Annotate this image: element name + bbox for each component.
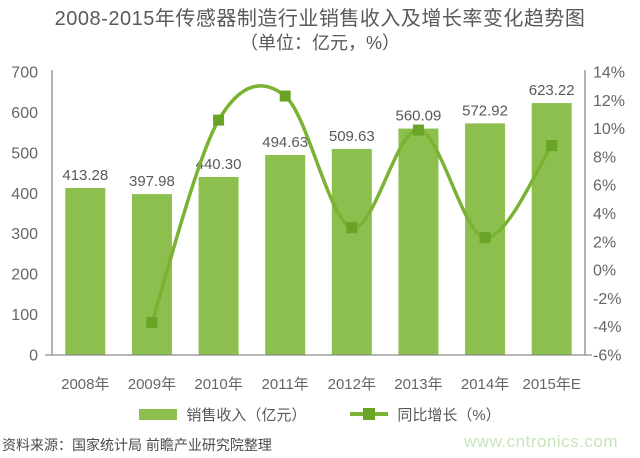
chart-title: 2008-2015年传感器制造行业销售收入及增长率变化趋势图 xyxy=(54,8,586,30)
legend-item-growth: 同比增长（%） xyxy=(350,404,501,425)
x-axis-tick-label: 2012年 xyxy=(328,376,376,393)
left-axis-tick-label: 300 xyxy=(11,226,38,243)
legend-label-growth: 同比增长（%） xyxy=(397,406,501,424)
right-axis-tick-label: 4% xyxy=(593,206,616,223)
x-axis-tick-label: 2011年 xyxy=(262,376,309,393)
x-axis-tick-label: 2009年 xyxy=(128,376,176,393)
x-axis-tick-label: 2015年E xyxy=(523,376,581,393)
right-axis-tick-label: 8% xyxy=(593,149,616,166)
growth-line-marker xyxy=(346,222,358,234)
right-axis-tick-label: 0% xyxy=(593,263,616,280)
right-axis-tick-label: 12% xyxy=(593,93,625,110)
bar-value-label: 413.28 xyxy=(62,167,108,184)
bar-2008年 xyxy=(65,187,106,355)
bar-2011年 xyxy=(265,155,306,355)
bar-2012年 xyxy=(331,148,372,355)
right-axis-tick-label: -6% xyxy=(593,348,621,365)
left-axis-tick-label: 100 xyxy=(11,307,38,324)
chart-legend: 销售收入（亿元） 同比增长（%） xyxy=(0,402,640,426)
x-axis-tick-label: 2013年 xyxy=(394,376,442,393)
bar-2013年 xyxy=(398,128,439,355)
legend-item-sales: 销售收入（亿元） xyxy=(139,404,306,425)
x-axis-tick-label: 2014年 xyxy=(461,376,509,393)
left-axis-tick-label: 0 xyxy=(29,348,38,365)
line-marker-swatch-icon xyxy=(350,408,389,420)
right-axis-tick-label: 14% xyxy=(593,65,625,82)
bar-value-label: 623.22 xyxy=(529,82,575,99)
growth-line-marker xyxy=(279,90,291,102)
legend-label-sales: 销售收入（亿元） xyxy=(186,406,307,424)
x-axis-tick-label: 2008年 xyxy=(61,376,109,393)
left-axis-tick-label: 700 xyxy=(11,65,38,82)
left-axis-tick-label: 600 xyxy=(11,105,38,122)
right-axis-tick-label: -2% xyxy=(593,291,621,308)
bar-value-label: 572.92 xyxy=(462,102,508,119)
square-marker-icon xyxy=(363,408,376,420)
chart-subtitle: （单位：亿元，%） xyxy=(239,33,400,53)
x-axis-tick-label: 2010年 xyxy=(194,376,242,393)
left-axis-tick-label: 400 xyxy=(11,186,38,203)
bar-value-label: 560.09 xyxy=(395,108,441,125)
bar-swatch-icon xyxy=(139,408,178,420)
left-axis-tick-label: 500 xyxy=(11,145,38,162)
bar-value-label: 509.63 xyxy=(329,128,375,145)
bar-value-label: 494.63 xyxy=(262,134,308,151)
left-axis-tick-label: 200 xyxy=(11,267,38,284)
bar-value-label: 397.98 xyxy=(129,173,175,190)
growth-line-marker xyxy=(213,114,225,126)
right-axis-tick-label: 10% xyxy=(593,121,625,138)
watermark-link: www.cntronics.com xyxy=(464,432,618,451)
right-axis-tick-label: -4% xyxy=(593,319,621,336)
data-source-note: 资料来源：国家统计局 前瞻产业研究院整理 xyxy=(2,437,272,453)
right-axis-tick-label: 2% xyxy=(593,234,616,251)
growth-line-marker xyxy=(146,316,158,328)
right-axis-tick-label: 6% xyxy=(593,178,616,195)
growth-line-marker xyxy=(546,140,558,152)
bar-value-label: 440.30 xyxy=(196,156,242,173)
bar-2010年 xyxy=(198,176,239,355)
growth-line-marker xyxy=(479,232,491,244)
growth-line-marker xyxy=(412,124,424,136)
